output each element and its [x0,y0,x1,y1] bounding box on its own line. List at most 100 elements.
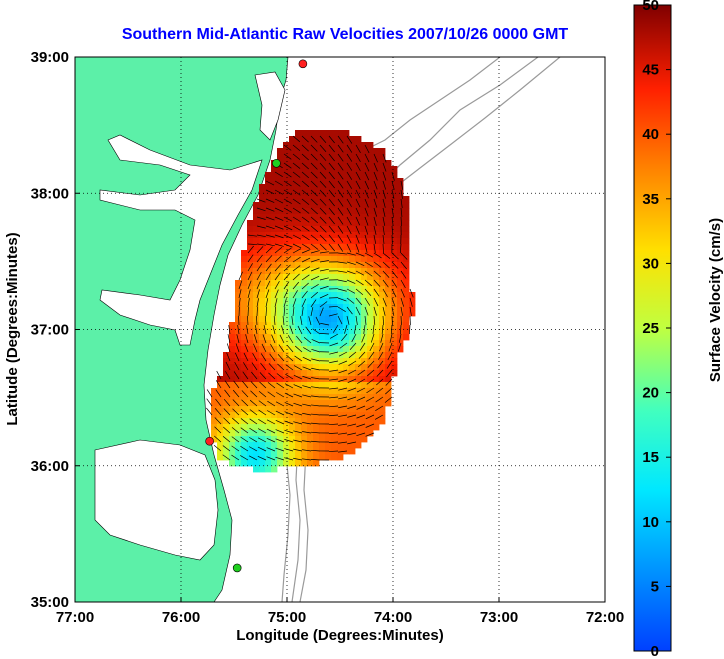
velocity-cell [265,406,272,413]
velocity-cell [277,148,284,155]
velocity-arrow [311,422,321,425]
velocity-arrow [238,298,241,308]
velocity-cell [379,274,386,281]
velocity-cell [367,328,374,335]
velocity-cell [367,334,374,341]
velocity-cell [367,364,374,371]
velocity-arrow [292,234,302,240]
velocity-cell [265,364,272,371]
velocity-cell [337,142,344,149]
velocity-arrow [319,144,327,152]
velocity-cell [367,172,374,179]
velocity-arrow [287,335,294,344]
velocity-arrow [355,252,365,257]
velocity-cell [277,352,284,359]
velocity-arrow [364,297,371,306]
velocity-cell [379,172,386,179]
velocity-cell [349,136,356,143]
velocity-cell [253,298,260,305]
velocity-cell [217,424,224,431]
velocity-arrow [293,421,303,425]
velocity-cell [289,220,296,227]
velocity-arrow [278,344,285,353]
velocity-cell [265,262,272,269]
velocity-arrow [232,408,240,416]
velocity-cell [337,184,344,191]
velocity-cell [373,358,380,365]
velocity-cell [331,424,338,431]
velocity-cell [247,460,254,467]
velocity-cell [397,190,404,197]
velocity-cell [349,400,356,407]
velocity-cell [349,412,356,419]
velocity-cell [355,430,362,437]
velocity-cell [217,382,224,389]
velocity-arrow [355,270,365,276]
velocity-cell [313,166,320,173]
velocity-cell [337,292,344,299]
velocity-cell [307,376,314,383]
velocity-cell [379,148,386,155]
velocity-cell [247,298,254,305]
velocity-arrow [355,189,361,199]
velocity-cell [361,178,368,185]
velocity-cell [277,166,284,173]
velocity-arrow [355,297,363,306]
velocity-cell [355,250,362,257]
velocity-arrow [292,216,301,223]
velocity-cell [409,298,416,305]
velocity-cell [349,406,356,413]
velocity-cell [325,208,332,215]
velocity-cell [241,262,248,269]
velocity-cell [385,262,392,269]
velocity-arrow [228,325,231,335]
velocity-cell [331,418,338,425]
velocity-cell [337,196,344,203]
velocity-cell [289,298,296,305]
velocity-arrow [319,243,327,251]
velocity-arrow [292,298,297,308]
velocity-cell [343,280,350,287]
velocity-cell [277,304,284,311]
velocity-cell [331,196,338,203]
velocity-cell [289,412,296,419]
velocity-cell [367,196,374,203]
velocity-cell [397,178,404,185]
velocity-arrow [274,247,283,254]
velocity-cell [349,310,356,317]
velocity-cell [265,208,272,215]
velocity-cell [253,460,260,467]
velocity-cell [307,232,314,239]
velocity-cell [295,370,302,377]
velocity-cell [361,274,368,281]
velocity-cell [241,376,248,383]
velocity-arrow [249,427,258,434]
velocity-arrow [310,258,320,263]
velocity-arrow [355,306,361,316]
velocity-arrow [262,334,267,344]
velocity-cell [235,454,242,461]
velocity-cell [385,400,392,407]
velocity-arrow [400,288,405,298]
velocity-arrow [386,360,393,369]
velocity-arrow [397,342,402,352]
velocity-arrow [328,450,339,452]
velocity-arrow [256,298,259,308]
velocity-cell [289,202,296,209]
velocity-cell [349,418,356,425]
velocity-cell [259,238,266,245]
velocity-arrow [267,400,276,407]
velocity-cell [307,304,314,311]
velocity-cell [355,352,362,359]
velocity-arrow [311,358,321,362]
velocity-cell [331,262,338,269]
velocity-cell [319,298,326,305]
velocity-cell [301,460,308,467]
velocity-arrow [286,354,294,362]
velocity-cell [235,340,242,347]
velocity-arrow [301,243,310,249]
velocity-arrow [214,417,222,425]
velocity-cell [313,316,320,323]
velocity-arrow [375,396,384,403]
velocity-arrow [319,277,329,281]
